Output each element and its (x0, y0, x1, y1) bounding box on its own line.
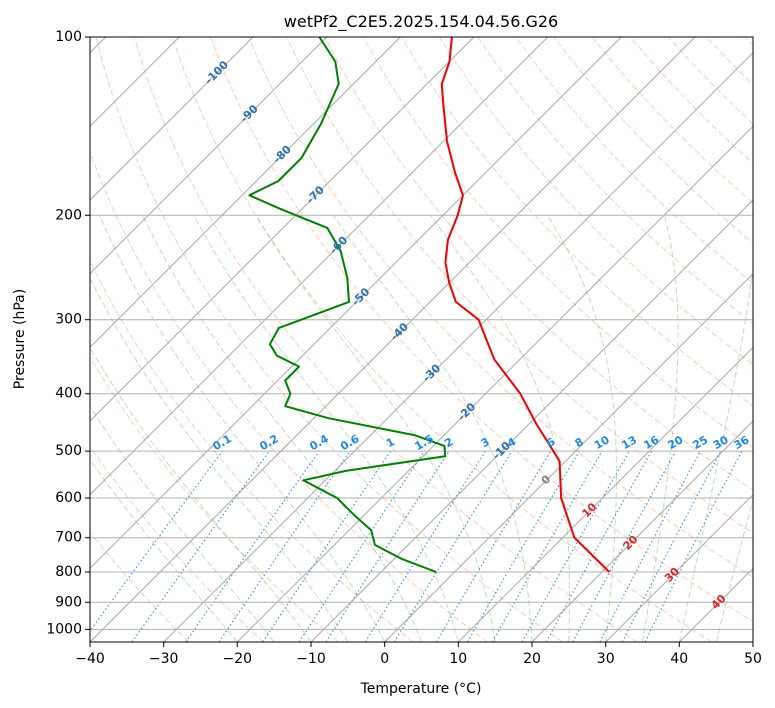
x-tick-label: 40 (670, 651, 688, 667)
isotherm-line (531, 420, 753, 642)
moist-adiabat-line (715, 498, 753, 642)
isotherm-line (457, 346, 753, 642)
chart-title: wetPf2_C2E5.2025.154.04.56.G26 (284, 12, 558, 32)
x-tick-label: −30 (149, 651, 179, 667)
moist-adiabat-line (90, 277, 349, 642)
mixing-ratio-line (393, 450, 513, 642)
dry-adiabat-line (171, 37, 712, 642)
y-tick-label: 600 (55, 490, 82, 506)
mixing-ratio-lines (90, 450, 743, 642)
isotherm-line (90, 37, 328, 275)
dry-adiabat-line (90, 150, 488, 642)
moist-adiabat-line (142, 215, 422, 642)
isobars (90, 37, 753, 630)
moist-adiabat-line (255, 215, 496, 642)
y-tick-label: 900 (55, 594, 82, 610)
x-tick-label: 20 (523, 651, 541, 667)
x-tick-label: −10 (296, 651, 326, 667)
isotherm-line (90, 37, 254, 201)
moist-adiabat-line (547, 215, 617, 642)
dewpoint-profile-line: Dewpoint (248, 37, 447, 573)
dry-adiabat-line (90, 445, 264, 642)
isotherm-line (90, 37, 475, 422)
mixing-ratio-line (545, 450, 653, 642)
isotherm-line (605, 493, 753, 642)
x-axis-label: Temperature (°C) (360, 681, 482, 697)
isotherm-line (90, 37, 622, 570)
mixing-ratio-line (298, 450, 425, 642)
isotherm-line (384, 272, 753, 642)
y-tick-label: 500 (55, 443, 82, 459)
dry-adiabat-line (133, 37, 638, 642)
moist-adiabat-line (90, 346, 312, 642)
isotherm-line (163, 51, 753, 642)
moist-adiabat-line (678, 264, 753, 642)
x-tick-label: 30 (597, 651, 615, 667)
moist-adiabat-line (332, 215, 533, 642)
mixing-ratio-line (572, 450, 677, 642)
mixing-ratio-line (262, 450, 392, 642)
y-tick-label: 800 (55, 564, 82, 580)
dry-adiabat-line (95, 37, 563, 642)
x-tick-label: 10 (449, 651, 467, 667)
isotherm-line (310, 199, 753, 642)
x-axis-ticks: −40 −30 −20 −10 0 10 20 30 40 50 (75, 642, 762, 667)
mixing-ratio-line (90, 450, 223, 632)
isotherm-line (90, 37, 401, 349)
dry-adiabat-line (400, 37, 753, 407)
mixing-ratio-line (131, 450, 270, 642)
x-tick-label: 0 (380, 651, 389, 667)
y-tick-label: 700 (55, 530, 82, 546)
moist-adiabat-line (642, 215, 679, 642)
x-tick-label: 50 (744, 651, 762, 667)
y-tick-label: 300 (55, 312, 82, 328)
isotherm-line (236, 125, 753, 642)
mixing-ratio-line (325, 450, 450, 642)
dry-adiabats (90, 37, 753, 642)
x-tick-label: −20 (223, 651, 253, 667)
plot-area: TemperatureDewpoint -100-90-80-70-60-50-… (90, 37, 753, 642)
y-tick-label: 100 (55, 29, 82, 45)
dry-adiabat-line (90, 356, 339, 642)
temperature-profile-line: Temperature (440, 37, 611, 573)
y-tick-label: 200 (55, 207, 82, 223)
x-tick-label: −40 (75, 651, 105, 667)
mixing-ratio-line (218, 450, 351, 642)
y-tick-label: 400 (55, 386, 82, 402)
dry-adiabat-line (248, 37, 753, 578)
y-axis-label: Pressure (hPa) (12, 289, 28, 389)
dry-adiabat-line (515, 37, 753, 284)
moist-adiabat-line (193, 215, 459, 642)
mixing-ratio-line (644, 450, 743, 642)
moist-adiabat-line (90, 458, 238, 642)
y-axis-ticks: 100 200 300 400 500 600 700 800 900 1000 (46, 29, 90, 637)
dry-adiabat-line (90, 531, 190, 642)
dry-adiabat-line (438, 37, 753, 366)
y-tick-label: 1000 (46, 621, 82, 637)
plot-frame (89, 36, 754, 643)
isotherm-line (90, 37, 696, 642)
sounding-series: TemperatureDewpoint (248, 37, 611, 573)
mixing-ratio-line (185, 450, 320, 642)
mixing-ratio-line (521, 450, 631, 642)
